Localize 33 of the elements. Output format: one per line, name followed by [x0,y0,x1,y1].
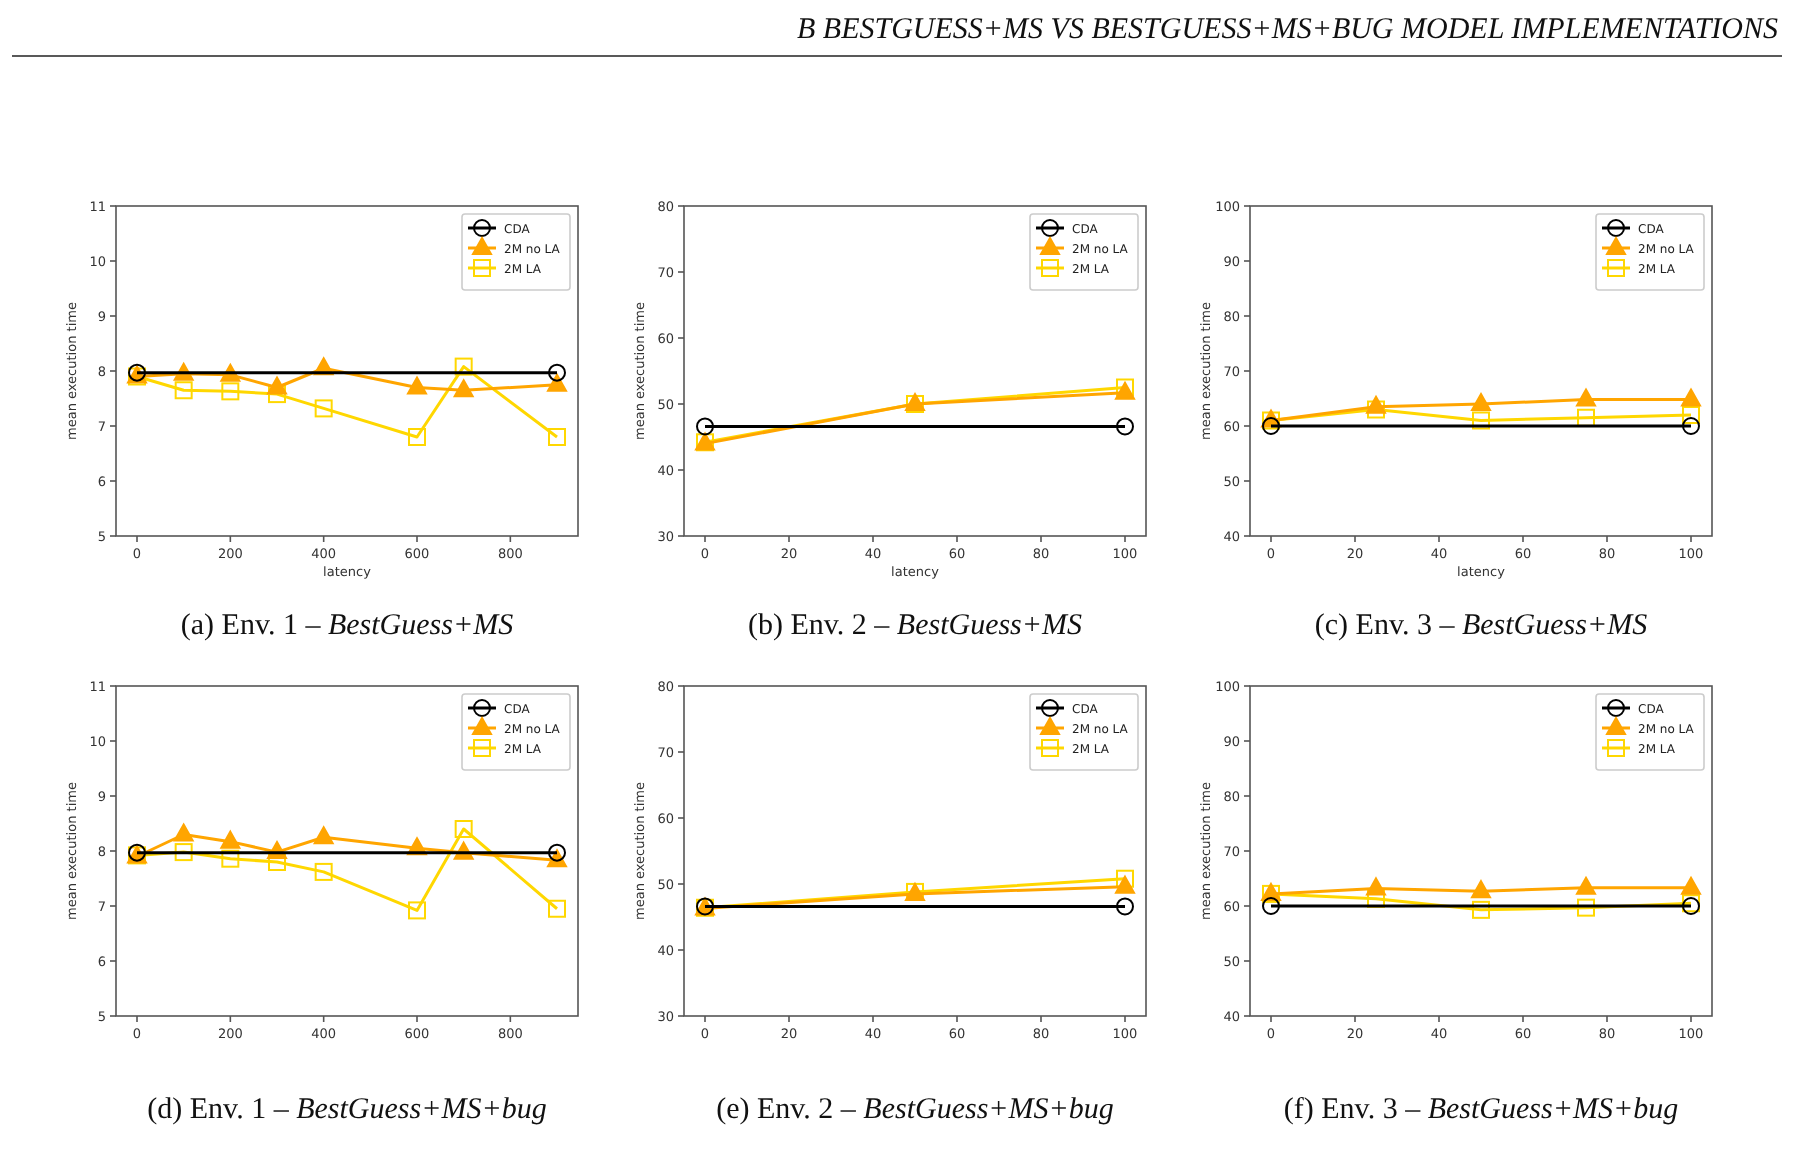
point [548,843,566,862]
point [1115,875,1135,894]
text: B BESTGUESS+MS VS BESTGUESS+MS+BUG MODEL IMPLEMENTATIONS [797,14,1779,46]
point [314,862,333,881]
point [408,901,426,920]
point [313,826,334,845]
text: (a) Env. 1 – BestGuess+MS [180,610,515,642]
point [454,357,473,376]
text: (b) Env. 2 – BestGuess+MS [747,610,1084,642]
text: (e) Env. 2 – BestGuess+MS+bug [716,1094,1115,1126]
point [174,843,193,862]
point [453,379,474,398]
point [548,428,566,446]
text: (c) Env. 3 – BestGuess+MS [1314,610,1649,642]
point [454,820,473,838]
point [174,381,193,400]
text: (f) Env. 3 – BestGuess+MS+bug [1283,1094,1680,1126]
point [548,899,566,918]
point [173,823,194,842]
point [267,376,287,395]
point [407,376,427,395]
point [1116,897,1134,916]
point [408,428,426,446]
point [548,363,566,382]
point [547,373,567,392]
point [696,417,714,436]
point [1116,869,1134,888]
point [220,830,241,849]
text: (d) Env. 1 – BestGuess+MS+bug [147,1094,548,1126]
point [221,849,240,868]
point [1116,417,1134,436]
point [314,399,333,418]
point [221,382,240,401]
